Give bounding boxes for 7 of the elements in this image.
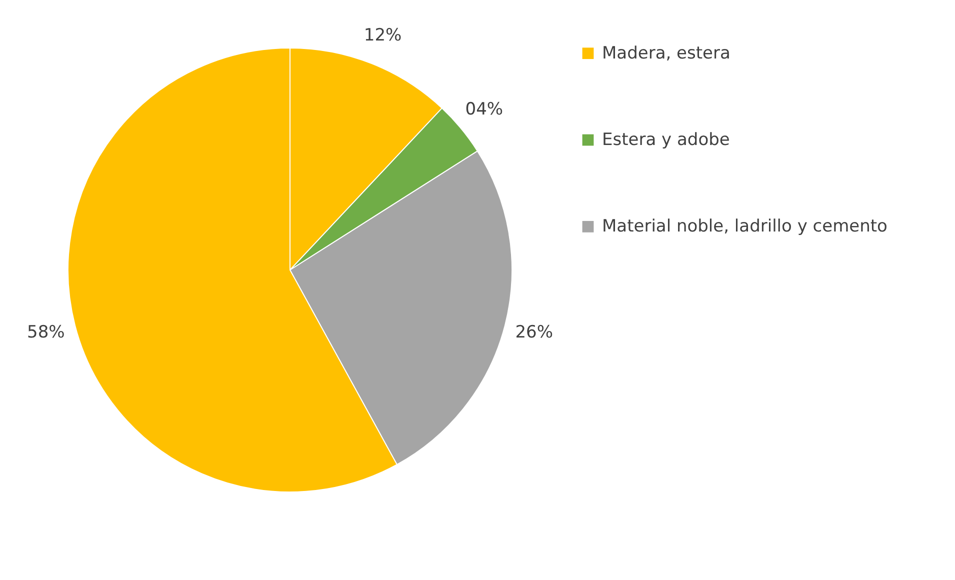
data-label: 58% — [27, 322, 65, 343]
data-label: 04% — [465, 99, 504, 120]
legend-label: Material noble, ladrillo y cemento — [602, 216, 888, 237]
legend-label: Estera y adobe — [602, 130, 730, 150]
legend-label: Madera, estera — [602, 43, 730, 64]
data-label: 26% — [515, 322, 553, 343]
data-label: 12% — [364, 26, 402, 46]
